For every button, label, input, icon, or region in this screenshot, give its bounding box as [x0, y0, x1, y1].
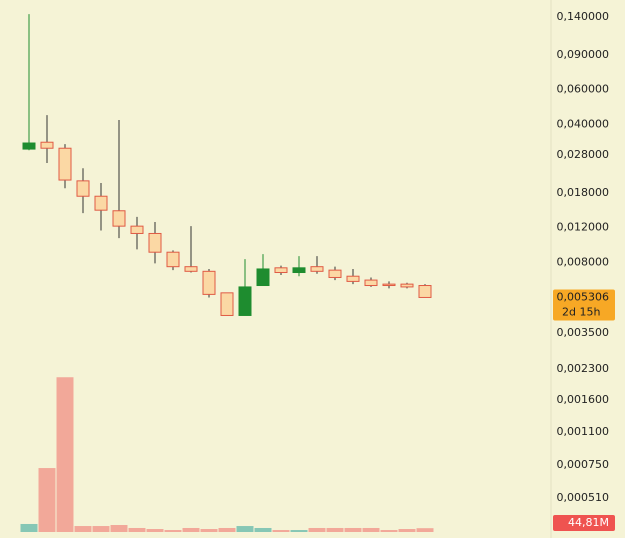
- candle-body: [238, 286, 252, 316]
- y-tick-label: 0,000750: [557, 458, 610, 471]
- volume-bar: [380, 530, 398, 532]
- last-volume-box: [553, 515, 615, 531]
- last-price-box: [553, 289, 615, 321]
- volume-bar: [146, 529, 164, 532]
- volume-bar: [164, 530, 182, 532]
- candle-body: [94, 195, 108, 211]
- volume-bar: [326, 527, 344, 532]
- candle-body: [58, 147, 72, 181]
- y-tick-label: 0,090000: [557, 48, 610, 61]
- candle-body: [346, 275, 360, 282]
- candle-body: [202, 270, 216, 295]
- candle-body: [76, 180, 90, 197]
- candle-body: [364, 279, 378, 287]
- y-tick-label: 0,060000: [557, 83, 610, 96]
- y-tick-label: 0,040000: [557, 117, 610, 130]
- volume-bar: [398, 529, 416, 532]
- volume-bar: [74, 526, 92, 532]
- candle-body: [166, 251, 180, 268]
- y-tick-label: 0,002300: [557, 362, 610, 375]
- volume-bar: [308, 527, 326, 532]
- candle-body: [418, 285, 432, 298]
- volume-bar: [200, 529, 218, 532]
- volume-bar: [416, 528, 434, 532]
- y-tick-label: 0,003500: [557, 326, 610, 339]
- volume-bar: [362, 527, 380, 532]
- volume-bar: [110, 525, 128, 532]
- candle-body: [382, 283, 396, 287]
- volume-bar: [56, 377, 74, 532]
- candle-body: [148, 232, 162, 253]
- candle-body: [274, 267, 288, 274]
- volume-bar: [290, 530, 308, 532]
- candle-body: [328, 269, 342, 278]
- candle-body: [22, 142, 36, 150]
- y-tick-label: 0,028000: [557, 148, 610, 161]
- countdown: 2d 15h: [562, 305, 600, 318]
- y-tick-label: 0,012000: [557, 221, 610, 234]
- candle-body: [292, 267, 306, 274]
- volume-bar: [218, 527, 236, 532]
- volume-bar: [344, 527, 362, 532]
- candle-body: [256, 268, 270, 287]
- y-tick-label: 0,001600: [557, 393, 610, 406]
- candle-body: [130, 225, 144, 234]
- y-tick-label: 0,140000: [557, 10, 610, 23]
- candle-body: [220, 292, 234, 316]
- candle-body: [400, 283, 414, 288]
- y-tick-label: 0,008000: [557, 255, 610, 268]
- volume-bar: [236, 526, 254, 532]
- volume-bar: [254, 527, 272, 532]
- volume-bar: [38, 468, 56, 532]
- last-price-label: 0,005306: [557, 290, 610, 303]
- y-tick-label: 0,018000: [557, 186, 610, 199]
- volume-bar: [92, 526, 110, 532]
- volume-bar: [20, 523, 38, 532]
- candle-body: [40, 141, 54, 149]
- candle-body: [310, 266, 324, 272]
- volume-bar: [182, 527, 200, 532]
- volume-bar: [128, 527, 146, 532]
- y-tick-label: 0,000510: [557, 491, 610, 504]
- candle-body: [112, 210, 126, 227]
- candle-body: [184, 266, 198, 272]
- last-volume-label: 44,81M: [568, 516, 609, 529]
- y-tick-label: 0,001100: [557, 425, 610, 438]
- volume-bar: [272, 530, 290, 532]
